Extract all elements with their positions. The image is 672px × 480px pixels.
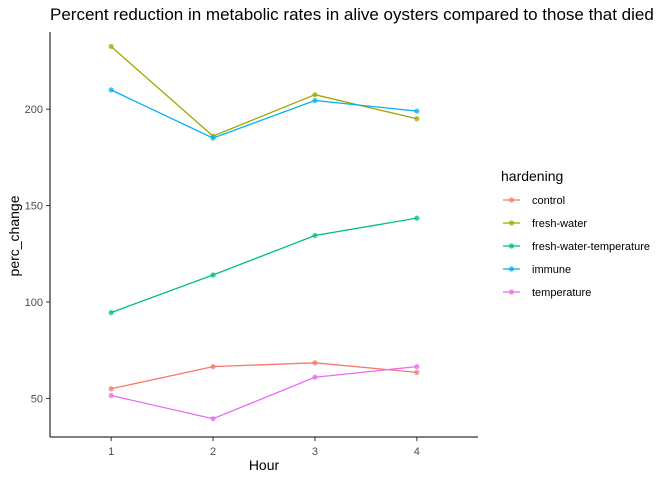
data-point — [312, 232, 318, 239]
y-tick-label: 200 — [25, 104, 43, 116]
legend-key-point — [508, 197, 515, 203]
legend-item-control: control — [503, 195, 565, 207]
legend-item-temperature: temperature — [503, 287, 591, 299]
data-point — [312, 97, 318, 104]
x-tick-label: 4 — [414, 446, 420, 458]
x-tick-label: 1 — [108, 446, 114, 458]
series-control — [108, 360, 420, 392]
legend-label: fresh-water-temperature — [532, 241, 650, 253]
data-point — [210, 416, 216, 422]
data-point — [210, 135, 216, 141]
y-tick-label: 150 — [25, 201, 43, 213]
series-line — [110, 217, 418, 314]
data-point — [108, 43, 114, 50]
data-point — [108, 87, 114, 93]
y-tick-label: 50 — [31, 393, 43, 405]
series-fresh-water — [108, 43, 420, 139]
data-point — [414, 364, 420, 370]
legend-item-fresh-water: fresh-water — [503, 218, 587, 230]
data-point — [414, 108, 420, 114]
series-immune — [108, 87, 420, 141]
data-point — [210, 364, 216, 370]
x-tick-label: 2 — [210, 446, 216, 458]
data-point — [210, 272, 216, 278]
y-axis-ticks: 50 100 150 200 — [25, 104, 50, 405]
legend-title: hardening — [501, 168, 563, 184]
series-line — [110, 365, 417, 420]
data-point — [108, 386, 114, 392]
data-point — [312, 92, 318, 98]
legend-item-immune: immune — [503, 264, 571, 276]
x-axis-ticks: 1 2 3 4 — [108, 437, 420, 458]
data-point — [414, 369, 420, 375]
data-point — [108, 310, 114, 316]
series-temperature — [108, 364, 420, 422]
series-fresh-water-temperature — [108, 215, 420, 316]
legend-key-point — [508, 243, 515, 249]
legend-label: control — [532, 195, 565, 207]
series-line — [110, 362, 417, 390]
y-axis-title: perc_change — [6, 195, 22, 276]
legend-key-point — [508, 266, 515, 272]
chart-title: Percent reduction in metabolic rates in … — [50, 5, 654, 24]
legend-key-point — [508, 220, 515, 226]
data-point — [312, 374, 318, 380]
legend-label: temperature — [532, 287, 591, 299]
data-point — [312, 360, 318, 366]
x-axis-title: Hour — [249, 457, 280, 473]
x-tick-label: 3 — [312, 446, 318, 458]
series-line — [110, 46, 418, 137]
legend-key-point — [508, 289, 515, 295]
plot-area — [108, 43, 420, 422]
series-line — [110, 89, 417, 139]
legend-label: immune — [532, 264, 571, 276]
data-point — [108, 392, 114, 399]
legend-items: control fresh-water fresh-water-temperatur… — [503, 195, 650, 299]
legend-item-fresh-water-temperature: fresh-water-temperature — [503, 241, 650, 253]
legend-label: fresh-water — [532, 218, 587, 230]
legend: hardening control fresh-water fresh-water-… — [501, 168, 650, 299]
data-point — [414, 116, 420, 122]
y-tick-label: 100 — [25, 297, 43, 309]
data-point — [414, 215, 420, 221]
